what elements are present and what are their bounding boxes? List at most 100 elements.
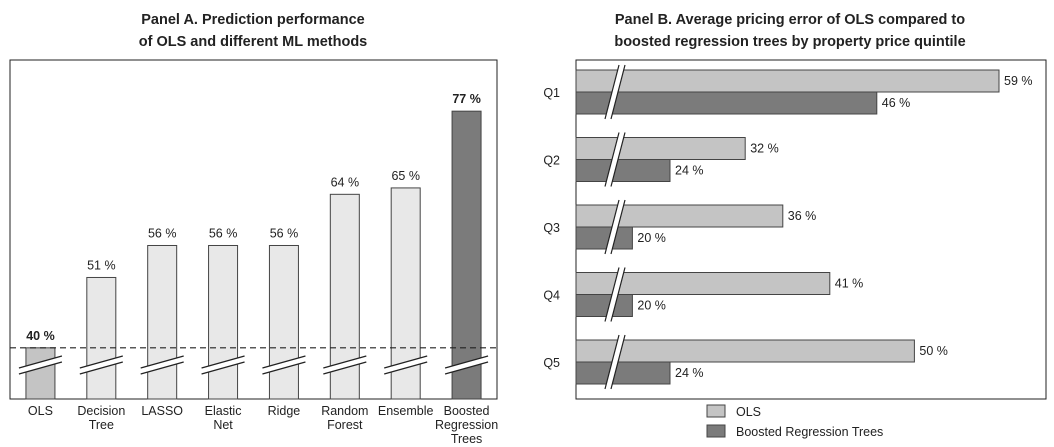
bar-lasso [147,244,178,400]
axis-break-random-forest [323,355,367,375]
value-label-lasso: 56 % [148,226,177,240]
axis-break-line [79,361,123,375]
axis-break-line [323,361,367,375]
panel-a-category-labels: OLS Decision Tree LASSO Elastic Net Ridge Rando… [28,404,498,446]
legend-swatch-ols [706,404,726,418]
axis-break-q5 [604,334,626,390]
axis-break-line [384,361,428,375]
category-label-q5: Q5 [543,356,560,370]
panel-a: Panel A. Prediction performance of OLS a… [9,12,498,446]
bar-q3-boosted-regression-trees [575,226,633,250]
bar-q5-ols [575,339,915,363]
category-label-boosted-regression-trees: Boosted Regression Trees [435,404,498,446]
axis-break-gap [79,356,123,374]
bar-q5-boosted-regression-trees [575,361,671,385]
axis-break-gap [384,356,428,374]
axis-break-ensemble [384,355,428,375]
value-label-q3-boosted-regression-trees: 20 % [637,231,666,245]
value-label-q2-ols: 32 % [750,142,779,156]
category-label-q3: Q3 [543,221,560,235]
value-label-q5-ols: 50 % [919,344,948,358]
value-label-ols: 40 % [26,329,55,343]
axis-break-line [604,334,620,390]
axis-break-line [18,361,63,375]
axis-break-line [604,132,620,187]
axis-break-gap [605,267,625,322]
axis-break-gap [605,65,625,119]
value-label-q3-ols: 36 % [788,209,817,223]
panel-b-legend: OLS Boosted Regression Trees [706,404,883,439]
axis-break-gap [201,356,245,374]
bar-ridge [268,244,299,400]
axis-break-q2 [604,132,626,187]
axis-break-lasso [140,355,184,375]
category-label-lasso: LASSO [141,404,183,418]
category-label-decision-tree: Decision Tree [77,404,125,432]
value-label-ensemble: 65 % [391,169,420,183]
axis-break-line [140,361,184,375]
axis-break-gap [262,356,306,374]
panel-a-title-line-2: of OLS and different ML methods [139,34,368,50]
panel-b-value-labels: 59 % 46 % 32 % 24 % 36 % 20 % 41 % 20 % 50 % 24 % [637,74,1032,380]
axis-break-line [323,355,367,369]
axis-break-line [18,355,63,369]
axis-break-line [610,64,626,120]
axis-break-gap [140,356,184,374]
axis-break-line [262,355,306,369]
legend-swatch-boosted-regression-trees [706,424,726,438]
axis-break-line [610,132,626,187]
panel-a-value-labels: 40 % 51 % 56 % 56 % 56 % 64 % 65 % 77 % [26,92,481,343]
axis-break-line [604,199,620,255]
axis-break-line [79,355,123,369]
bar-q1-ols [575,69,1000,93]
category-label-random-forest: Random Forest [321,404,368,432]
axis-break-gap [445,356,489,374]
axis-break-line [604,267,620,322]
bar-q1-boosted-regression-trees [575,91,878,115]
panel-b-title-line-1: Panel B. Average pricing error of OLS co… [615,12,965,28]
category-label-q2: Q2 [543,154,560,168]
axis-break-line [610,267,626,322]
value-label-ridge: 56 % [270,226,299,240]
bar-elastic-net [208,244,239,400]
category-label-elastic-net: Elastic Net [205,404,242,432]
axis-break-line [610,199,626,255]
panel-b: Panel B. Average pricing error of OLS co… [543,12,1047,439]
value-label-q4-ols: 41 % [835,277,864,291]
value-label-decision-tree: 51 % [87,258,116,272]
value-label-boosted-regression-trees: 77 % [452,92,481,106]
axis-break-line [610,334,626,390]
axis-break-gap [323,356,367,374]
panel-b-bars [575,69,1000,385]
legend-label-boosted-regression-trees: Boosted Regression Trees [736,425,883,439]
axis-break-ols [18,355,63,375]
bar-ols [25,347,56,400]
axis-break-gap [605,335,625,389]
value-label-q1-ols: 59 % [1004,74,1033,88]
axis-break-ridge [262,355,306,375]
value-label-q1-boosted-regression-trees: 46 % [882,96,911,110]
axis-break-line [201,355,245,369]
category-label-q1: Q1 [543,86,560,100]
panel-b-category-labels: Q1 Q2 Q3 Q4 Q5 [543,86,560,370]
axis-break-line [444,355,489,369]
bar-q4-ols [575,272,831,295]
panel-a-title-line-1: Panel A. Prediction performance [141,12,364,28]
category-label-q4: Q4 [543,289,560,303]
bar-q3-ols [575,204,784,228]
bar-q2-ols [575,137,746,160]
category-label-ensemble: Ensemble [378,404,434,418]
axis-break-q4 [604,267,626,322]
axis-break-gap [18,356,62,374]
axis-break-line [384,355,428,369]
axis-break-decision-tree [79,355,123,375]
axis-break-q3 [604,199,626,255]
bar-q2-boosted-regression-trees [575,159,671,182]
axis-break-line [140,355,184,369]
legend-label-ols: OLS [736,405,761,419]
axis-break-line [444,361,489,375]
axis-break-gap [605,200,625,254]
axis-break-elastic-net [201,355,245,375]
panel-b-title-line-2: boosted regression trees by property pri… [614,34,965,50]
